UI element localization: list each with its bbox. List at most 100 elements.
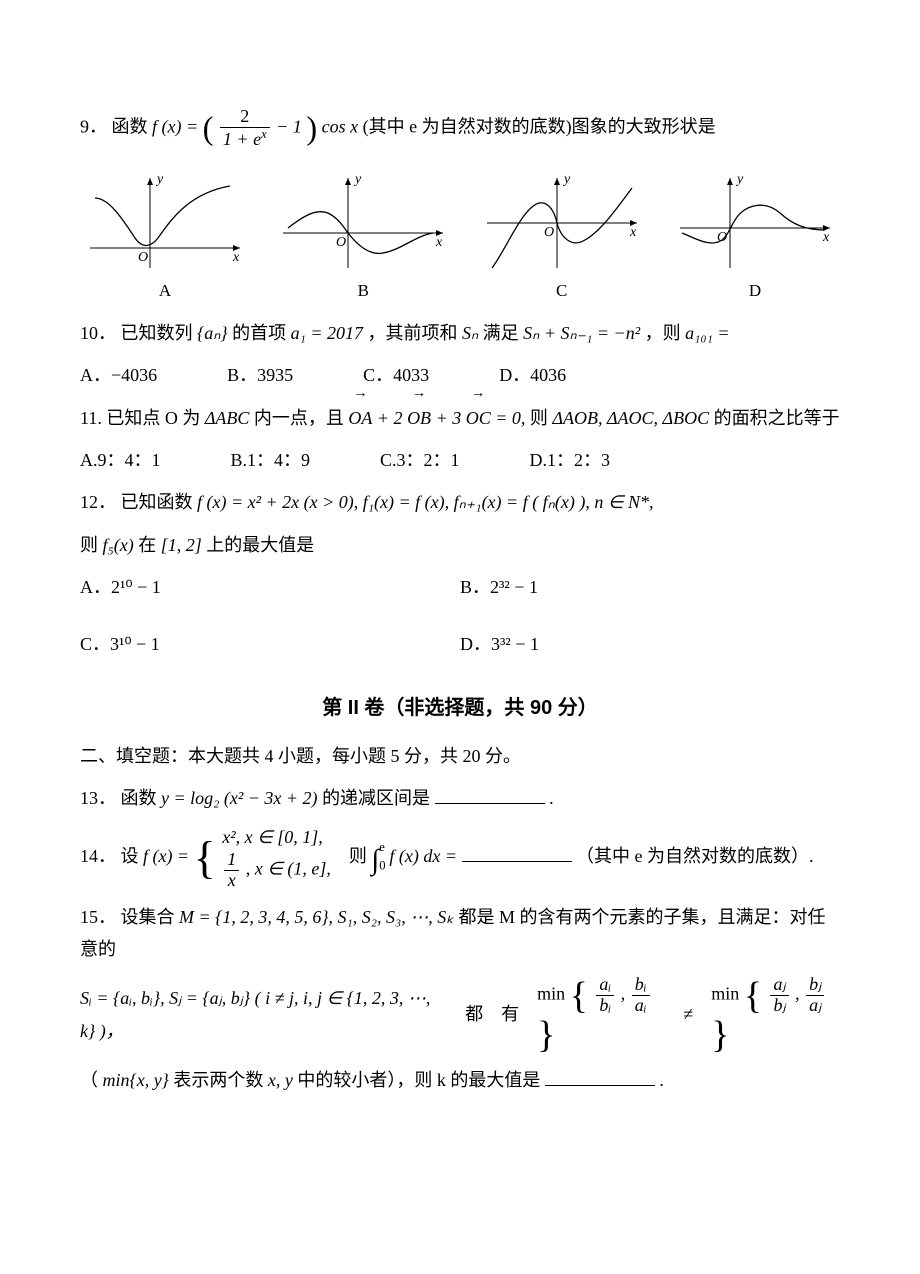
q15-min2-f1n: aⱼ	[770, 975, 788, 996]
q9-cos: cos x	[322, 117, 358, 137]
q10-mid2: ，其前项和	[367, 323, 462, 343]
q14-fx: f (x) =	[143, 846, 194, 866]
q10-optD: D．4036	[499, 359, 566, 391]
q15-min2-c: ,	[795, 984, 800, 1004]
q9-frac-den-base: 1 + e	[223, 129, 261, 149]
q11-tris: ΔAOB, ΔAOC, ΔBOC	[552, 408, 709, 428]
svg-text:O: O	[544, 225, 554, 240]
q10-pre: 已知数列	[121, 323, 193, 343]
svg-text:y: y	[735, 172, 744, 187]
q15-min1-r: }	[537, 1016, 555, 1054]
svg-text:y: y	[562, 172, 571, 187]
q15-min2-f2d: aⱼ	[806, 996, 824, 1016]
q15-min1-f2: bᵢaᵢ	[632, 975, 650, 1016]
q14-blank	[462, 843, 572, 862]
graph-D-label: D	[670, 276, 840, 307]
q12-l2b: 上的最大值是	[206, 535, 314, 555]
q15-min1-f1d: bᵢ	[596, 996, 614, 1016]
q9-post: (其中 e 为自然对数的底数)图象的大致形状是	[363, 117, 716, 137]
q14-num: 14．	[80, 846, 116, 866]
q15-min1-f1n: aᵢ	[596, 975, 614, 996]
q12-pre: 已知函数	[121, 492, 198, 512]
q11-OB: →OB	[407, 402, 431, 434]
q12-optB: B．2³² − 1	[460, 571, 840, 603]
q10-optA: A．−4036	[80, 359, 157, 391]
graph-B-svg: y x O	[273, 168, 453, 278]
q13-eq: y = log₂ (x² − 3x + 2)	[161, 788, 318, 808]
graph-C: y x O C	[477, 168, 647, 307]
graph-C-svg: y x O	[477, 168, 647, 278]
q11-post: 的面积之比等于	[714, 408, 840, 428]
q12-num: 12．	[80, 492, 116, 512]
q13-end: .	[549, 788, 554, 808]
q14-brace: {	[194, 835, 216, 881]
q11-optD: D.1：2：3	[530, 444, 611, 476]
q11-optB: B.1：4：9	[231, 444, 311, 476]
graph-A-svg: y x O	[80, 168, 250, 278]
exam-page: 9． 函数 f (x) = ( 2 1 + ex − 1 ) cos x (其中…	[0, 0, 920, 1166]
question-15-l1: 15． 设集合 M = {1, 2, 3, 4, 5, 6}, S₁, S₂, …	[80, 901, 840, 966]
q11-num: 11.	[80, 408, 102, 428]
q15-l1a: 设集合	[121, 907, 180, 927]
svg-text:y: y	[155, 172, 164, 187]
q11-OA-txt: OA	[348, 408, 372, 428]
q10-rel: Sₙ + Sₙ₋₁ = −n²	[523, 323, 640, 343]
q15-min2-f1: aⱼbⱼ	[770, 975, 788, 1016]
graph-A-label: A	[80, 276, 250, 307]
q12-optA: A．2¹⁰ − 1	[80, 571, 460, 603]
q11-OC: →OC	[466, 402, 491, 434]
q11-options: A.9：4：1 B.1：4：9 C.3：2：1 D.1：2：3	[80, 444, 840, 476]
q14-piecewise: x², x ∈ [0, 1], 1 x , x ∈ (1, e],	[222, 825, 331, 891]
q13-pre: 函数	[121, 788, 162, 808]
q15-have: 有	[501, 998, 519, 1030]
graph-A: y x O A	[80, 168, 250, 307]
graph-B-label: B	[273, 276, 453, 307]
question-13: 13． 函数 y = log₂ (x² − 3x + 2) 的递减区间是 .	[80, 782, 840, 814]
q9-frac: 2 1 + ex	[220, 107, 270, 150]
q9-frac-exp: x	[261, 127, 267, 141]
q11-tri: ΔABC	[205, 408, 250, 428]
q15-min2-l: {	[744, 977, 762, 1015]
q15-blank	[545, 1067, 655, 1086]
q14-row2-tail: , x ∈ (1, e],	[246, 858, 331, 878]
q15-end: .	[659, 1070, 664, 1090]
question-10: 10． 已知数列 {aₙ} 的首项 a₁ = 2017 ，其前项和 Sₙ 满足 …	[80, 317, 840, 349]
question-9: 9． 函数 f (x) = ( 2 1 + ex − 1 ) cos x (其中…	[80, 100, 840, 158]
q15-neq: ≠	[683, 998, 693, 1030]
q15-xy: x, y	[268, 1070, 293, 1090]
q9-pre: 函数	[112, 117, 153, 137]
part2-header: 第 II 卷（非选择题，共 90 分）	[80, 690, 840, 726]
svg-text:O: O	[138, 250, 148, 265]
q14-row1: x², x ∈ [0, 1],	[222, 825, 331, 850]
q11-p3: + 3	[436, 408, 462, 428]
q14-row2: 1 x , x ∈ (1, e],	[222, 850, 331, 891]
q15-min-sym2: min	[711, 984, 739, 1004]
q11-OC-txt: OC	[466, 408, 491, 428]
q15-M: M = {1, 2, 3, 4, 5, 6}, S₁, S₂, S₃, ⋯, S…	[179, 907, 454, 927]
q9-rparen: )	[306, 111, 317, 147]
q12-l2a: 则	[80, 535, 98, 555]
q12-options: A．2¹⁰ − 1 B．2³² − 1 C．3¹⁰ − 1 D．3³² − 1	[80, 571, 840, 660]
q10-then: ，则	[645, 323, 681, 343]
q15-min2-f2n: bⱼ	[806, 975, 824, 996]
q12-eq1: f (x) = x² + 2x (x > 0), f₁(x) = f (x), …	[197, 492, 654, 512]
question-11: 11. 已知点 O 为 ΔABC 内一点，且 →OA + 2 →OB + 3 →…	[80, 402, 840, 434]
q15-min1-f1: aᵢbᵢ	[596, 975, 614, 1016]
section2-note: 二、填空题：本大题共 4 小题，每小题 5 分，共 20 分。	[80, 740, 840, 772]
q9-fx: f (x) =	[152, 117, 203, 137]
question-15-l3: （ min{x, y} 表示两个数 x, y 中的较小者），则 k 的最大值是 …	[80, 1064, 840, 1096]
q15-min2: min { aⱼbⱼ , bⱼaⱼ }	[711, 975, 840, 1054]
q14-row2-frac: 1 x	[224, 850, 239, 891]
svg-text:O: O	[336, 235, 346, 250]
graph-D-svg: y x O	[670, 168, 840, 278]
q15-Si: Sᵢ = {aᵢ, bᵢ}, Sⱼ = {aⱼ, bⱼ} ( i ≠ j, i,…	[80, 982, 447, 1047]
q11-OB-txt: OB	[407, 408, 431, 428]
q15-min1-f2n: bᵢ	[632, 975, 650, 996]
q14-post: （其中 e 为自然对数的底数）.	[576, 846, 814, 866]
svg-text:x: x	[629, 225, 637, 240]
q14-int: ∫0e f (x) dx =	[371, 846, 461, 866]
q14-int-body: f (x) dx =	[389, 846, 457, 866]
q11-eq0: = 0,	[495, 408, 530, 428]
q10-seq: {aₙ}	[197, 323, 228, 343]
q9-lparen: (	[203, 111, 214, 147]
